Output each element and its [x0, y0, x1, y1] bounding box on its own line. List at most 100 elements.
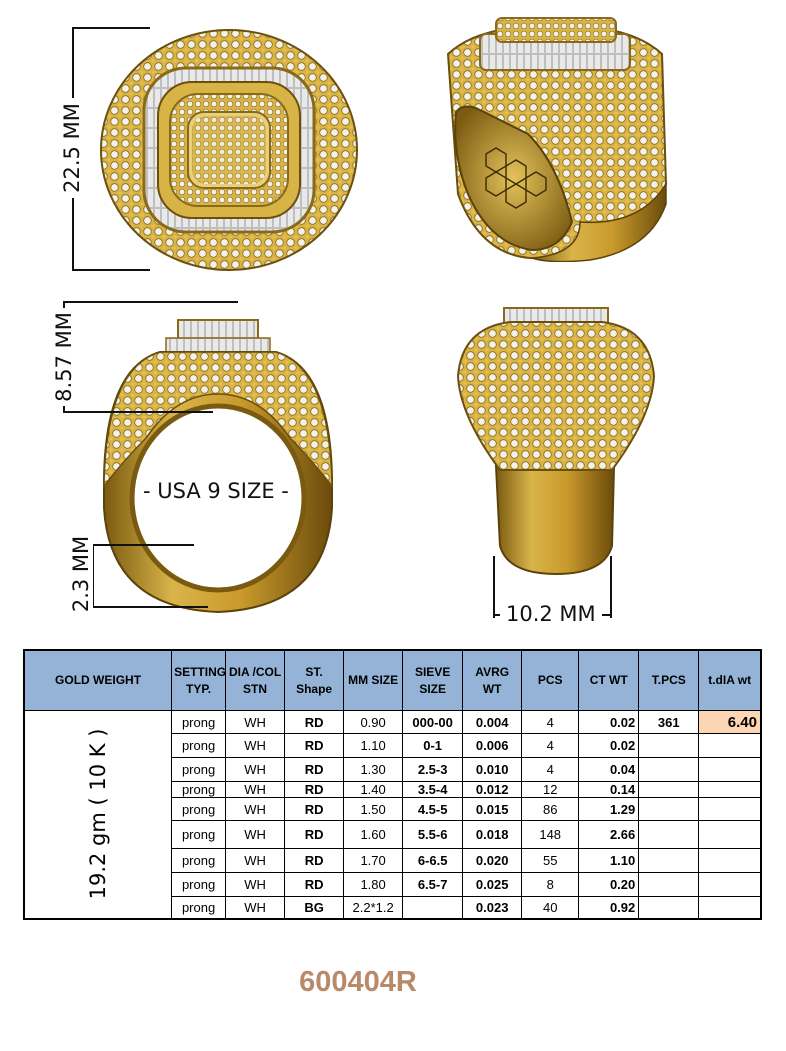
dim-shank-line-top: [92, 544, 194, 546]
dim-width-line-right: [610, 556, 612, 618]
header-mm-size: MM SIZE: [343, 649, 404, 711]
cell-avg: 0.010: [462, 757, 523, 782]
cell-ct: 0.92: [578, 896, 640, 919]
dim-shank-line-bottom: [92, 606, 208, 608]
ring-front-view: [456, 307, 656, 576]
cell-setting: prong: [171, 757, 227, 782]
cell-dia: WH: [225, 896, 286, 919]
cell-sieve: 2.5-3: [402, 757, 464, 782]
cell-setting: prong: [171, 872, 227, 897]
gold-weight-cell: 19.2 gm ( 10 K ): [23, 710, 173, 919]
cell-setting: prong: [171, 710, 227, 734]
spec-table: GOLD WEIGHT SETTING TYP. DIA /COL STN ST…: [23, 649, 762, 920]
cell-setting: prong: [171, 848, 227, 873]
cell-dia: WH: [225, 781, 286, 798]
table-row: prong WH RD 1.40 3.5-4 0.012 12 0.14: [24, 781, 762, 798]
header-pcs: PCS: [521, 649, 580, 711]
dim-shank-line-vertical: [92, 544, 94, 608]
cell-empty: [698, 820, 762, 849]
cell-ct: 0.02: [578, 710, 640, 734]
cell-avg: 0.025: [462, 872, 523, 897]
table-row: prong WH RD 1.10 0-1 0.006 4 0.02: [24, 733, 762, 758]
header-sieve: SIEVE SIZE: [402, 649, 464, 711]
header-setting: SETTING TYP.: [171, 649, 226, 711]
dim-side-height-label: 8.57 MM: [52, 308, 76, 406]
cell-empty: [698, 872, 762, 897]
dim-side-height-line-bottom: [63, 411, 213, 413]
ring-perspective-view: [446, 17, 668, 262]
cell-ct: 0.04: [578, 757, 640, 782]
dim-side-height-line-top: [63, 301, 238, 303]
table-row: prong WH RD 1.50 4.5-5 0.015 86 1.29: [24, 797, 762, 821]
cell-empty: [698, 896, 762, 919]
cell-empty: [698, 733, 762, 758]
cell-shape: RD: [284, 797, 345, 821]
cell-avg: 0.012: [462, 781, 523, 798]
cell-ct: 0.14: [578, 781, 640, 798]
cell-empty: [638, 896, 700, 919]
table-row: 19.2 gm ( 10 K ) prong WH RD 0.90 000-00…: [23, 710, 762, 919]
cell-pcs: 86: [521, 797, 580, 821]
cell-shape: RD: [284, 820, 345, 849]
cell-avg: 0.018: [462, 820, 523, 849]
cell-dia: WH: [225, 797, 286, 821]
header-avg-wt: AVRG WT: [462, 649, 523, 711]
cell-ct: 0.02: [578, 733, 640, 758]
cell-dia: WH: [225, 820, 286, 849]
cell-pcs: 4: [521, 733, 580, 758]
cell-setting: prong: [171, 896, 227, 919]
cell-dia: WH: [225, 710, 286, 734]
table-row: prong WH RD 1.80 6.5-7 0.025 8 0.20: [24, 872, 762, 897]
cell-mm: 1.60: [343, 820, 404, 849]
model-code: 600404R: [299, 966, 417, 998]
cell-ct: 1.10: [578, 848, 640, 873]
cell-shape: RD: [284, 710, 345, 734]
dim-top-height-line-top: [72, 27, 150, 29]
ring-size-label: - USA 9 SIZE -: [139, 479, 293, 503]
cell-sieve: [402, 896, 464, 919]
cell-dia: WH: [225, 872, 286, 897]
cell-sieve: 6-6.5: [402, 848, 464, 873]
dim-width-line-left: [493, 556, 495, 618]
cell-empty: [638, 733, 700, 758]
table-header-row: GOLD WEIGHT SETTING TYP. DIA /COL STN ST…: [23, 649, 762, 711]
cell-empty: [638, 797, 700, 821]
cell-empty: [698, 781, 762, 798]
cell-total-dia: 6.40: [698, 710, 762, 734]
header-ct-wt: CT WT: [578, 649, 640, 711]
cell-shape: RD: [284, 757, 345, 782]
cell-mm: 2.2*1.2: [343, 896, 404, 919]
cell-dia: WH: [225, 848, 286, 873]
cell-empty: [638, 872, 700, 897]
cell-ct: 1.29: [578, 797, 640, 821]
header-shape: ST. Shape: [284, 649, 345, 711]
cell-mm: 1.30: [343, 757, 404, 782]
cell-empty: [698, 797, 762, 821]
dim-top-height-line-bottom: [72, 269, 150, 271]
cell-mm: 1.80: [343, 872, 404, 897]
ring-size-text: USA 9 SIZE: [157, 479, 275, 503]
cell-mm: 1.70: [343, 848, 404, 873]
cell-pcs: 55: [521, 848, 580, 873]
cell-avg: 0.004: [462, 710, 523, 734]
cell-empty: [638, 820, 700, 849]
cell-empty: [638, 848, 700, 873]
table-row: prong WH RD 1.30 2.5-3 0.010 4 0.04: [24, 757, 762, 782]
cell-avg: 0.006: [462, 733, 523, 758]
cell-setting: prong: [171, 797, 227, 821]
ring-side-view: [103, 319, 333, 614]
dim-top-height-label: 22.5 MM: [60, 98, 84, 198]
dim-width-label: 10.2 MM: [500, 602, 602, 626]
cell-sieve: 000-00: [402, 710, 464, 734]
cell-mm: 1.50: [343, 797, 404, 821]
cell-sieve: 3.5-4: [402, 781, 464, 798]
cell-dia: WH: [225, 757, 286, 782]
header-total-pcs: T.PCS: [638, 649, 700, 711]
header-total-dia: t.dIA wt: [698, 649, 762, 711]
cell-sieve: 5.5-6: [402, 820, 464, 849]
cell-avg: 0.023: [462, 896, 523, 919]
table-row: prong WH BG 2.2*1.2 0.023 40 0.92: [24, 896, 762, 919]
cell-setting: prong: [171, 781, 227, 798]
ring-top-view: [100, 29, 358, 271]
cell-setting: prong: [171, 733, 227, 758]
